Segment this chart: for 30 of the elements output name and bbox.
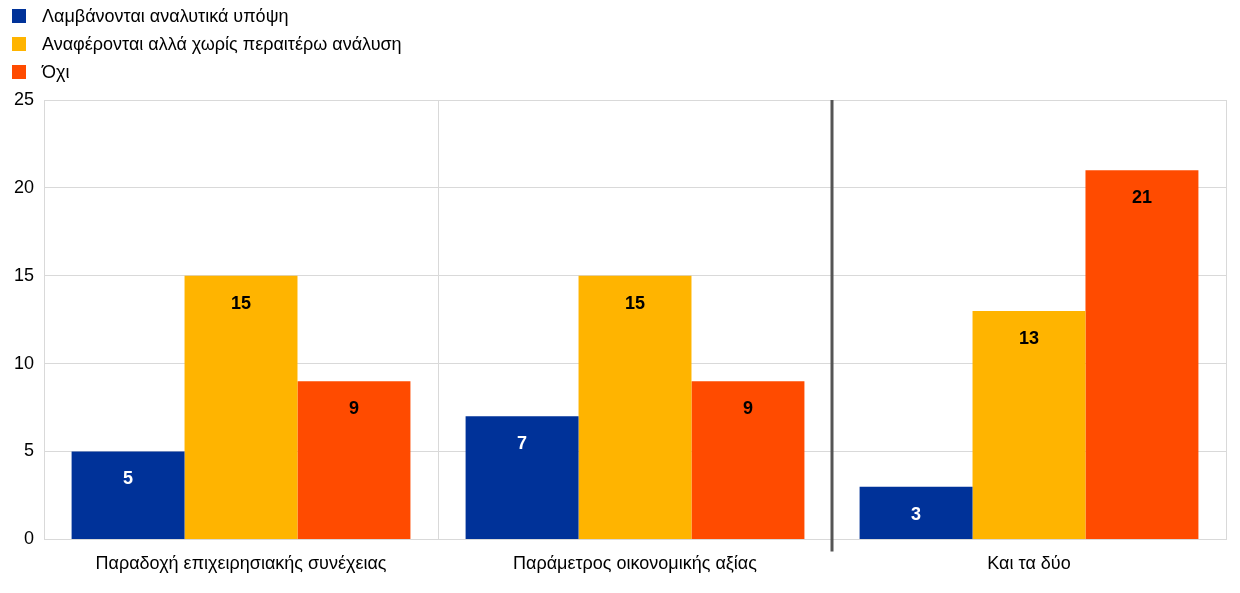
- y-tick-label: 15: [13, 264, 35, 285]
- x-tick-label: Παραδοχή επιχειρησιακής συνέχειας: [95, 553, 387, 574]
- legend-label: Αναφέρονται αλλά χωρίς περαιτέρω ανάλυση: [42, 33, 402, 55]
- x-tick-label: Παράμετρος οικονομικής αξίας: [513, 553, 758, 574]
- data-label: 3: [911, 503, 922, 524]
- data-label: 15: [625, 292, 646, 313]
- y-tick-label: 25: [13, 88, 35, 109]
- y-tick-label: 20: [13, 176, 35, 197]
- bar: [71, 451, 185, 539]
- bar: [859, 486, 973, 539]
- y-tick-label: 10: [13, 352, 35, 373]
- bar: [465, 416, 579, 539]
- data-label: 21: [1131, 187, 1152, 208]
- bar: [1085, 170, 1199, 539]
- bar: [297, 381, 411, 539]
- legend-label: Λαμβάνονται αναλυτικά υπόψη: [42, 5, 289, 27]
- bar: [691, 381, 805, 539]
- data-label: 7: [517, 433, 528, 454]
- data-label: 13: [1018, 327, 1040, 348]
- data-label: 9: [348, 398, 359, 419]
- bar: [578, 275, 692, 539]
- legend-label: Όχι: [42, 61, 70, 83]
- x-tick-label: Και τα δύο: [987, 553, 1071, 574]
- y-tick-label: 0: [24, 528, 35, 549]
- data-label: 5: [123, 468, 134, 489]
- y-tick-label: 5: [24, 440, 35, 461]
- data-label: 15: [231, 292, 252, 313]
- bar: [184, 275, 298, 539]
- data-label: 9: [742, 398, 753, 419]
- bar: [972, 310, 1086, 539]
